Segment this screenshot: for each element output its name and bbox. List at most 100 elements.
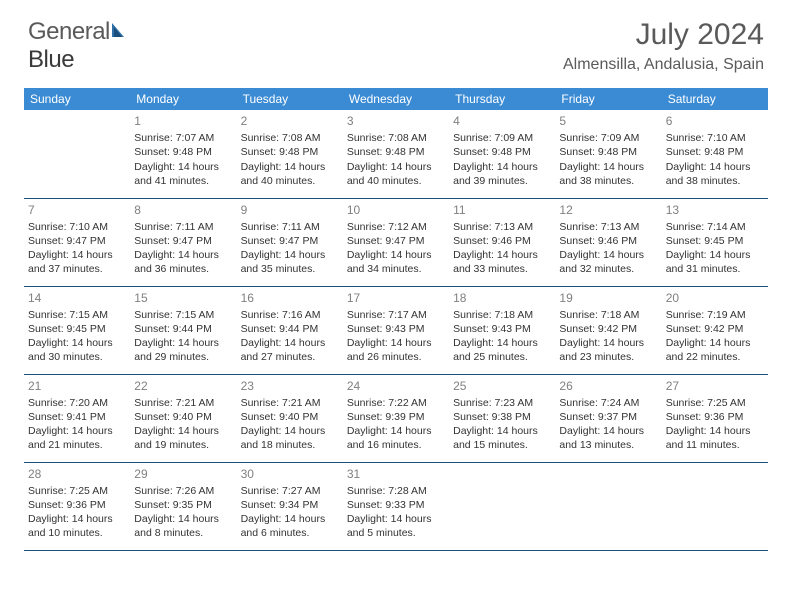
sunrise-line: Sunrise: 7:27 AM <box>241 484 339 498</box>
sunset-line: Sunset: 9:48 PM <box>453 145 551 159</box>
sunrise-line: Sunrise: 7:10 AM <box>666 131 764 145</box>
daylight-line: Daylight: 14 hours and 31 minutes. <box>666 248 764 276</box>
daylight-line: Daylight: 14 hours and 16 minutes. <box>347 424 445 452</box>
title-block: July 2024 Almensilla, Andalusia, Spain <box>563 18 764 74</box>
sunrise-line: Sunrise: 7:09 AM <box>559 131 657 145</box>
calendar-cell: 5Sunrise: 7:09 AMSunset: 9:48 PMDaylight… <box>555 110 661 198</box>
brand-logo: GeneralBlue <box>28 18 132 74</box>
day-number: 18 <box>453 290 551 306</box>
calendar-cell: 7 Sunrise: 7:10 AMSunset: 9:47 PMDaylight… <box>24 198 130 286</box>
daylight-line: Daylight: 14 hours and 40 minutes. <box>347 160 445 188</box>
daylight-line: Daylight: 14 hours and 13 minutes. <box>559 424 657 452</box>
sunrise-line: Sunrise: 7:25 AM <box>666 396 764 410</box>
day-number: 13 <box>666 202 764 218</box>
sunset-line: Sunset: 9:48 PM <box>241 145 339 159</box>
day-number: 23 <box>241 378 339 394</box>
day-number: 25 <box>453 378 551 394</box>
calendar-cell: 9Sunrise: 7:11 AMSunset: 9:47 PMDaylight… <box>237 198 343 286</box>
calendar-cell: 6Sunrise: 7:10 AMSunset: 9:48 PMDaylight… <box>662 110 768 198</box>
day-header: Thursday <box>449 88 555 110</box>
calendar-cell: 15Sunrise: 7:15 AMSunset: 9:44 PMDayligh… <box>130 286 236 374</box>
calendar-cell: 12Sunrise: 7:13 AMSunset: 9:46 PMDayligh… <box>555 198 661 286</box>
calendar-cell: 24Sunrise: 7:22 AMSunset: 9:39 PMDayligh… <box>343 374 449 462</box>
sunrise-line: Sunrise: 7:12 AM <box>347 220 445 234</box>
sunset-line: Sunset: 9:41 PM <box>28 410 126 424</box>
daylight-line: Daylight: 14 hours and 26 minutes. <box>347 336 445 364</box>
sunrise-line: Sunrise: 7:13 AM <box>559 220 657 234</box>
day-header: Monday <box>130 88 236 110</box>
calendar-cell: 16 Sunrise: 7:16 AMSunset: 9:44 PMDayligh… <box>237 286 343 374</box>
daylight-line: Daylight: 14 hours and 23 minutes. <box>559 336 657 364</box>
brand-name: GeneralBlue <box>28 18 132 74</box>
calendar-cell: 27Sunrise: 7:25 AMSunset: 9:36 PMDayligh… <box>662 374 768 462</box>
sunrise-line: Sunrise: 7:25 AM <box>28 484 126 498</box>
day-number: 11 <box>453 202 551 218</box>
calendar-cell-empty <box>662 462 768 550</box>
sunset-line: Sunset: 9:37 PM <box>559 410 657 424</box>
daylight-line: Daylight: 14 hours and 30 minutes. <box>28 336 126 364</box>
sunrise-line: Sunrise: 7:09 AM <box>453 131 551 145</box>
brand-sail-icon <box>110 18 132 46</box>
sunset-line: Sunset: 9:40 PM <box>241 410 339 424</box>
day-header: Saturday <box>662 88 768 110</box>
day-number: 26 <box>559 378 657 394</box>
calendar-cell: 2Sunrise: 7:08 AMSunset: 9:48 PMDaylight… <box>237 110 343 198</box>
sunrise-line: Sunrise: 7:15 AM <box>134 308 232 322</box>
sunset-line: Sunset: 9:40 PM <box>134 410 232 424</box>
sunrise-line: Sunrise: 7:28 AM <box>347 484 445 498</box>
day-number: 24 <box>347 378 445 394</box>
calendar-cell: 1Sunrise: 7:07 AMSunset: 9:48 PMDaylight… <box>130 110 236 198</box>
calendar-cell: 25Sunrise: 7:23 AMSunset: 9:38 PMDayligh… <box>449 374 555 462</box>
sunset-line: Sunset: 9:47 PM <box>28 234 126 248</box>
day-number: 12 <box>559 202 657 218</box>
day-header: Wednesday <box>343 88 449 110</box>
day-number: 8 <box>134 202 232 218</box>
calendar-table: SundayMondayTuesdayWednesdayThursdayFrid… <box>24 88 768 551</box>
sunrise-line: Sunrise: 7:21 AM <box>134 396 232 410</box>
calendar-cell: 30Sunrise: 7:27 AMSunset: 9:34 PMDayligh… <box>237 462 343 550</box>
sunset-line: Sunset: 9:36 PM <box>28 498 126 512</box>
calendar-row: 7Sunrise: 7:10 AMSunset: 9:47 PMDaylight… <box>24 198 768 286</box>
sunrise-line: Sunrise: 7:13 AM <box>453 220 551 234</box>
sunrise-line: Sunrise: 7:15 AM <box>28 308 126 322</box>
sunset-line: Sunset: 9:44 PM <box>241 322 339 336</box>
day-number: 30 <box>241 466 339 482</box>
sunrise-line: Sunrise: 7:16 AM <box>241 308 339 322</box>
daylight-line: Daylight: 14 hours and 27 minutes. <box>241 336 339 364</box>
sunrise-line: Sunrise: 7:07 AM <box>134 131 232 145</box>
daylight-line: Daylight: 14 hours and 38 minutes. <box>666 160 764 188</box>
day-number: 20 <box>666 290 764 306</box>
daylight-line: Daylight: 14 hours and 8 minutes. <box>134 512 232 540</box>
sunrise-line: Sunrise: 7:11 AM <box>134 220 232 234</box>
sunrise-line: Sunrise: 7:21 AM <box>241 396 339 410</box>
header: GeneralBlue July 2024 Almensilla, Andalu… <box>0 0 792 82</box>
day-number: 29 <box>134 466 232 482</box>
calendar-cell: 21Sunrise: 7:20 AMSunset: 9:41 PMDayligh… <box>24 374 130 462</box>
sunset-line: Sunset: 9:42 PM <box>666 322 764 336</box>
daylight-line: Daylight: 14 hours and 25 minutes. <box>453 336 551 364</box>
calendar-cell: 4Sunrise: 7:09 AMSunset: 9:48 PMDaylight… <box>449 110 555 198</box>
daylight-line: Daylight: 14 hours and 22 minutes. <box>666 336 764 364</box>
sunset-line: Sunset: 9:48 PM <box>666 145 764 159</box>
calendar-cell: 13Sunrise: 7:14 AMSunset: 9:45 PMDayligh… <box>662 198 768 286</box>
daylight-line: Daylight: 14 hours and 37 minutes. <box>28 248 126 276</box>
sunset-line: Sunset: 9:44 PM <box>134 322 232 336</box>
sunrise-line: Sunrise: 7:24 AM <box>559 396 657 410</box>
day-number: 16 <box>241 290 339 306</box>
day-number: 1 <box>134 113 232 129</box>
sunrise-line: Sunrise: 7:10 AM <box>28 220 126 234</box>
day-number: 7 <box>28 202 126 218</box>
calendar-cell: 23Sunrise: 7:21 AMSunset: 9:40 PMDayligh… <box>237 374 343 462</box>
calendar-row: 14Sunrise: 7:15 AMSunset: 9:45 PMDayligh… <box>24 286 768 374</box>
sunset-line: Sunset: 9:47 PM <box>241 234 339 248</box>
calendar-cell: 3Sunrise: 7:08 AMSunset: 9:48 PMDaylight… <box>343 110 449 198</box>
sunrise-line: Sunrise: 7:23 AM <box>453 396 551 410</box>
calendar-cell-empty <box>555 462 661 550</box>
calendar-cell: 19Sunrise: 7:18 AMSunset: 9:42 PMDayligh… <box>555 286 661 374</box>
sunset-line: Sunset: 9:48 PM <box>559 145 657 159</box>
day-number: 2 <box>241 113 339 129</box>
sunset-line: Sunset: 9:45 PM <box>28 322 126 336</box>
calendar-cell-empty <box>449 462 555 550</box>
sunset-line: Sunset: 9:45 PM <box>666 234 764 248</box>
daylight-line: Daylight: 14 hours and 10 minutes. <box>28 512 126 540</box>
